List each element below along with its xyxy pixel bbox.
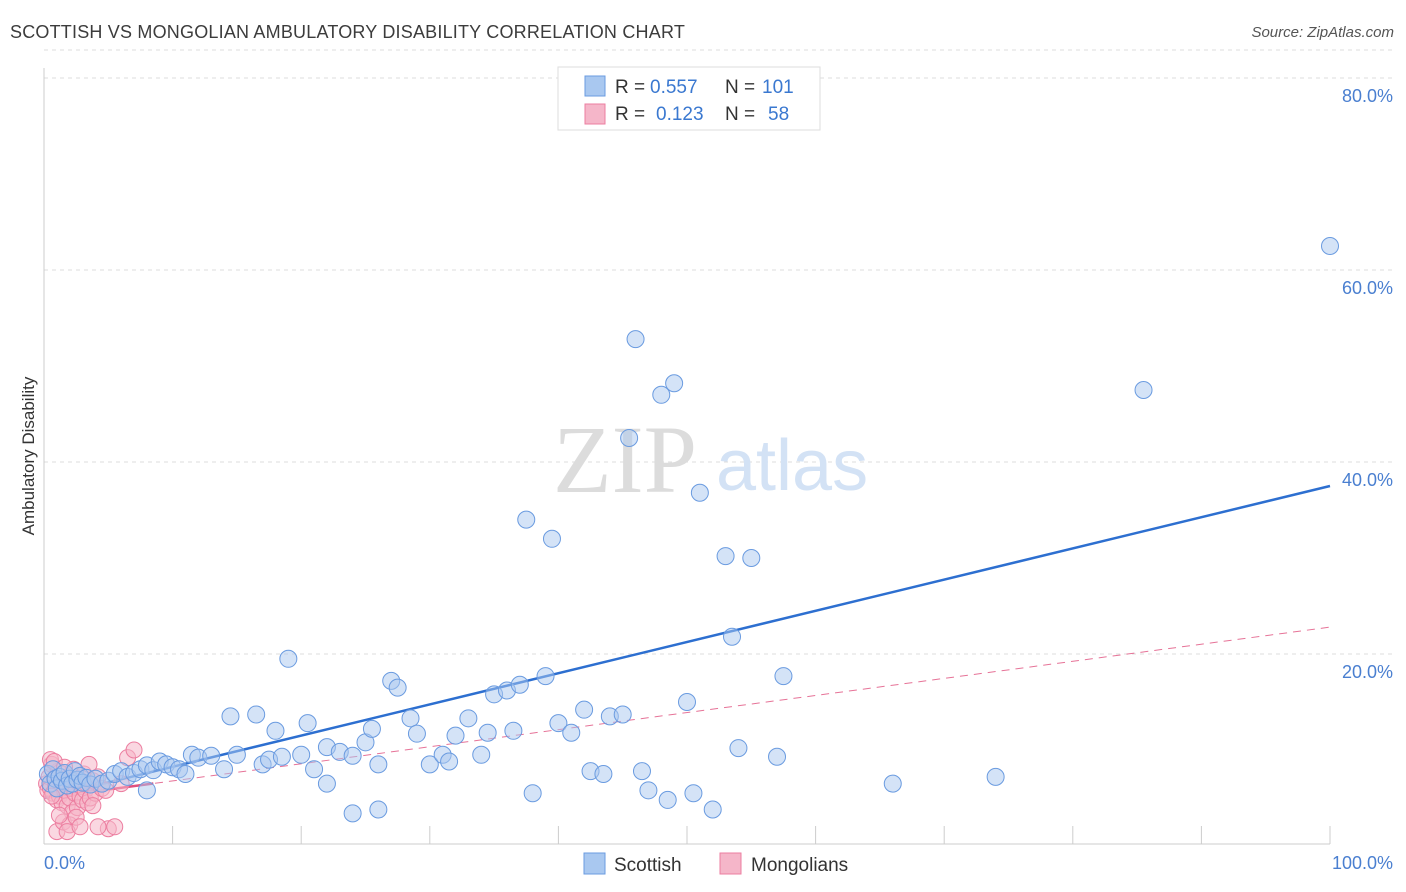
point-mongolians — [89, 818, 107, 836]
point-scottish — [620, 429, 639, 447]
point-scottish — [401, 709, 420, 728]
point-scottish — [446, 726, 465, 745]
point-scottish — [343, 804, 362, 823]
point-scottish — [279, 649, 298, 668]
point-scottish — [716, 547, 735, 566]
point-scottish — [626, 330, 645, 349]
grid-lines — [44, 49, 1393, 655]
point-scottish — [742, 549, 761, 567]
point-scottish — [420, 755, 439, 774]
bottom-legend-swatch-mongolians — [719, 852, 742, 875]
point-scottish — [542, 529, 561, 548]
x-axis-ticks — [172, 826, 1331, 844]
point-scottish — [517, 510, 536, 529]
point-scottish — [562, 723, 581, 742]
point-scottish — [272, 747, 291, 766]
legend-swatch-mongolians — [584, 103, 606, 125]
point-scottish — [1321, 237, 1339, 255]
point-scottish — [215, 760, 234, 779]
point-scottish — [658, 790, 677, 809]
legend-r-label-1: R = — [615, 77, 645, 98]
point-scottish — [575, 700, 594, 719]
point-scottish — [227, 745, 246, 764]
point-scottish — [202, 746, 221, 765]
point-scottish — [176, 765, 195, 783]
trend-line-scottish — [43, 484, 1331, 800]
point-scottish — [221, 707, 240, 726]
point-scottish — [665, 374, 684, 393]
point-scottish — [690, 483, 709, 502]
bottom-legend-swatch-scottish — [583, 852, 606, 875]
y-axis-label: Ambulatory Disability — [19, 376, 38, 535]
point-scottish — [369, 755, 388, 774]
point-scottish — [472, 745, 491, 764]
point-scottish — [388, 678, 407, 697]
point-scottish — [523, 784, 542, 803]
point-scottish — [407, 724, 426, 743]
point-scottish — [298, 714, 317, 733]
point-scottish — [613, 705, 632, 724]
bottom-legend-mongolians: Mongolians — [751, 855, 848, 876]
point-mongolians — [50, 806, 68, 824]
point-mongolians — [84, 797, 102, 815]
x-tick-label-max: 100.0% — [1332, 853, 1393, 873]
point-scottish — [305, 760, 324, 779]
point-scottish — [292, 745, 311, 764]
point-scottish — [459, 709, 478, 728]
y-tick-label: 40.0% — [1342, 470, 1393, 490]
point-scottish — [883, 774, 902, 793]
point-scottish — [266, 721, 285, 740]
point-scottish — [137, 781, 156, 800]
series-scottish — [38, 237, 1339, 823]
point-scottish — [723, 627, 742, 646]
point-scottish — [343, 746, 362, 765]
bottom-legend-scottish: Scottish — [614, 855, 682, 876]
legend-r-value-2: 0.123 — [656, 104, 704, 125]
point-mongolians — [125, 741, 143, 759]
point-scottish — [504, 721, 523, 740]
legend-swatch-scottish — [584, 75, 606, 97]
point-scottish — [632, 762, 651, 781]
y-tick-label: 60.0% — [1342, 278, 1393, 298]
legend-n-label-1: N = — [725, 77, 755, 98]
point-scottish — [768, 747, 787, 766]
point-scottish — [536, 667, 555, 686]
point-scottish — [639, 781, 658, 800]
x-tick-label-min: 0.0% — [44, 853, 85, 873]
y-tick-label: 20.0% — [1342, 662, 1393, 682]
legend-r-value-1: 0.557 — [650, 77, 698, 98]
point-scottish — [986, 767, 1005, 786]
point-scottish — [1134, 381, 1153, 399]
point-scottish — [684, 784, 703, 803]
point-scottish — [594, 765, 613, 783]
legend-n-value-2: 58 — [768, 104, 789, 125]
legend-r-label-2: R = — [615, 104, 645, 125]
point-scottish — [652, 385, 671, 404]
watermark-atlas: atlas — [716, 426, 868, 506]
point-mongolians — [106, 818, 124, 836]
legend-n-value-1: 101 — [762, 77, 794, 98]
point-scottish — [362, 719, 381, 738]
y-tick-label: 80.0% — [1342, 86, 1393, 106]
source-label: Source: ZipAtlas.com — [1251, 24, 1394, 41]
legend-n-label-2: N = — [725, 104, 755, 125]
point-scottish — [678, 693, 696, 711]
point-scottish — [440, 752, 459, 771]
point-scottish — [317, 774, 336, 793]
point-scottish — [247, 705, 266, 724]
point-scottish — [478, 723, 497, 742]
chart-title: SCOTTISH VS MONGOLIAN AMBULATORY DISABIL… — [10, 22, 686, 42]
bottom-legend: Scottish Mongolians — [583, 852, 848, 876]
legend: R = 0.557 N = 101 R = 0.123 N = 58 — [557, 66, 821, 131]
point-scottish — [510, 675, 529, 694]
point-scottish — [549, 714, 568, 733]
point-scottish — [369, 800, 388, 819]
y-axis-tick-labels: 20.0% 40.0% 60.0% 80.0% — [1342, 86, 1393, 682]
point-mongolians — [71, 818, 89, 836]
watermark-zip: ZIP — [553, 406, 697, 513]
point-scottish — [774, 667, 793, 686]
point-scottish — [703, 800, 722, 819]
point-scottish — [729, 739, 748, 758]
